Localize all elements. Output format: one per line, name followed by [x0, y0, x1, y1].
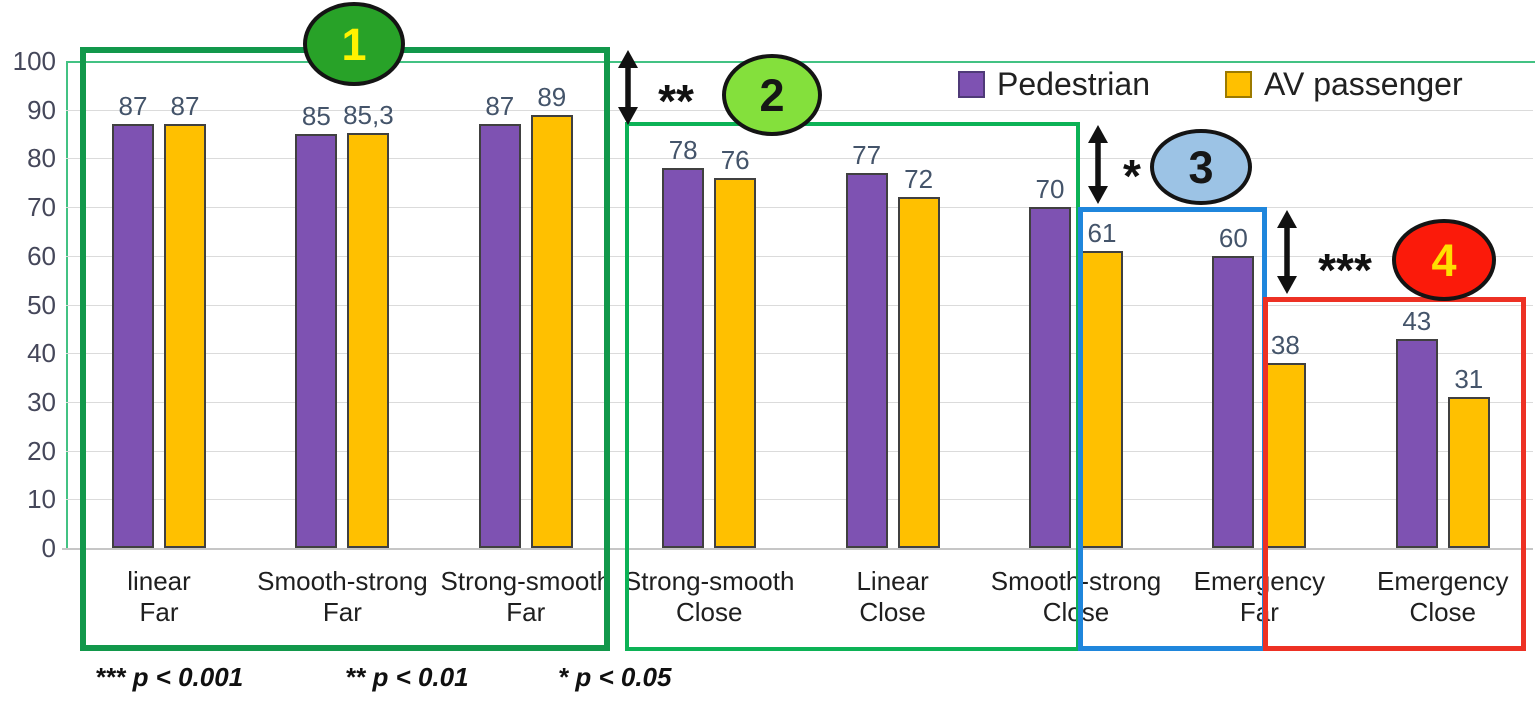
legend-swatch-icon — [1224, 70, 1252, 98]
x-axis-category-label: Strong-smooth Far — [421, 566, 631, 628]
gridline — [66, 450, 1533, 452]
bar-av-passenger — [530, 114, 573, 548]
x-axis-category-label: Strong-smooth Close — [604, 566, 814, 628]
group-box-1 — [80, 47, 610, 651]
gridline — [66, 499, 1533, 501]
y-axis-tick-label: 70 — [27, 192, 56, 223]
bar-av-passenger — [164, 124, 206, 548]
bar-pedestrian — [478, 124, 521, 548]
legend-label: Pedestrian — [997, 66, 1150, 102]
y-axis-tick-label: 30 — [27, 386, 56, 417]
y-axis-tick-label: 80 — [27, 143, 56, 174]
group-number-circle-1: 1 — [303, 2, 405, 86]
bar-value-label: 87 — [118, 91, 148, 122]
significance-asterisks: *** — [1318, 244, 1372, 296]
significance-arrow — [614, 50, 642, 125]
bar-value-label: 31 — [1454, 364, 1484, 395]
bar-av-passenger — [347, 132, 390, 548]
bar-pedestrian — [1029, 207, 1071, 548]
legend-swatch-icon — [958, 70, 985, 98]
bar-value-label: 85,3 — [343, 99, 394, 130]
significance-asterisks: * — [1123, 150, 1141, 202]
x-axis-line — [62, 548, 1533, 550]
group-box-4 — [1263, 297, 1526, 651]
bar-value-label: 60 — [1218, 222, 1248, 253]
group-number-circle-2: 2 — [722, 54, 822, 136]
bar-value-label: 70 — [1035, 174, 1065, 205]
category-line1: Strong-smooth — [623, 566, 795, 596]
group-number-circle-3: 3 — [1150, 129, 1252, 205]
legend-item: AV passenger — [1224, 66, 1463, 102]
bar-pedestrian — [295, 134, 338, 548]
y-axis-tick-label: 10 — [27, 484, 56, 515]
x-axis-category-label: Emergency Far — [1154, 566, 1364, 628]
bar-value-label: 87 — [170, 91, 200, 122]
category-line1: Emergency — [1377, 566, 1509, 596]
legend-label: AV passenger — [1263, 66, 1463, 102]
category-line2: Far — [506, 597, 546, 627]
y-axis-tick-label: 40 — [27, 338, 56, 369]
bar-av-passenger — [1447, 397, 1490, 548]
category-line2: Close — [675, 597, 743, 627]
bar-pedestrian — [845, 173, 888, 548]
significance-footnote: * p < 0.05 — [558, 662, 672, 692]
group-number-circle-4: 4 — [1392, 219, 1496, 301]
category-line1: Strong-smooth — [440, 566, 612, 596]
gridline — [66, 401, 1533, 403]
category-line1: Linear — [856, 566, 929, 596]
bar-pedestrian — [662, 168, 705, 548]
y-axis-tick-label: 50 — [27, 289, 56, 320]
group-box-3 — [1078, 207, 1267, 651]
category-line1: Emergency — [1193, 566, 1326, 596]
x-axis-category-label: linear Far — [54, 566, 264, 628]
category-line2: Close — [859, 597, 926, 627]
category-line2: Close — [1042, 597, 1110, 627]
category-line2: Far — [322, 597, 362, 627]
bar-value-label: 87 — [485, 91, 515, 122]
significance-footnote: *** p < 0.001 — [95, 662, 244, 692]
bar-value-label: 85 — [301, 101, 331, 132]
category-line2: Close — [1409, 597, 1477, 627]
bar-value-label: 38 — [1270, 329, 1300, 360]
bar-av-passenger — [897, 197, 940, 548]
bar-value-label: 89 — [537, 81, 567, 112]
significance-footnote: ** p < 0.01 — [345, 662, 469, 692]
x-axis-category-label: Linear Close — [788, 566, 998, 628]
bar-pedestrian — [1212, 255, 1255, 548]
gridline — [66, 353, 1533, 355]
y-axis-tick-label: 100 — [12, 46, 56, 76]
x-axis-category-label: Smooth-strong Far — [237, 566, 447, 628]
y-axis-tick-label: 60 — [27, 240, 56, 271]
bar-pedestrian — [112, 124, 154, 548]
bar-value-label: 76 — [720, 144, 750, 175]
bar-pedestrian — [1395, 338, 1438, 548]
gridline — [66, 255, 1533, 257]
x-axis-category-label: Emergency Close — [1338, 566, 1535, 628]
category-line2: Far — [139, 597, 179, 627]
group-box-2 — [625, 122, 1080, 651]
legend-item: Pedestrian — [958, 68, 1150, 100]
bar-av-passenger — [714, 177, 757, 548]
significance-arrow — [1273, 210, 1301, 294]
y-axis-tick-label: 90 — [27, 94, 56, 125]
bar-value-label: 77 — [852, 140, 882, 170]
chart-legend: Pedestrian AV passenger — [958, 68, 1463, 100]
category-line2: Far — [1239, 597, 1279, 627]
bar-value-label: 43 — [1402, 305, 1432, 336]
bar-value-label: 61 — [1087, 217, 1117, 248]
gridline — [66, 207, 1533, 209]
bar-value-label: 78 — [668, 135, 698, 166]
category-line1: Smooth-strong — [257, 566, 428, 596]
significance-arrow — [1084, 125, 1112, 204]
y-axis-tick-label: 0 — [41, 533, 56, 563]
category-line1: linear — [127, 566, 191, 596]
gridline — [66, 304, 1533, 306]
gridline — [66, 158, 1533, 160]
y-axis-tick-label: 20 — [27, 435, 56, 466]
significance-asterisks: ** — [658, 75, 694, 127]
bar-value-label: 72 — [904, 164, 934, 195]
